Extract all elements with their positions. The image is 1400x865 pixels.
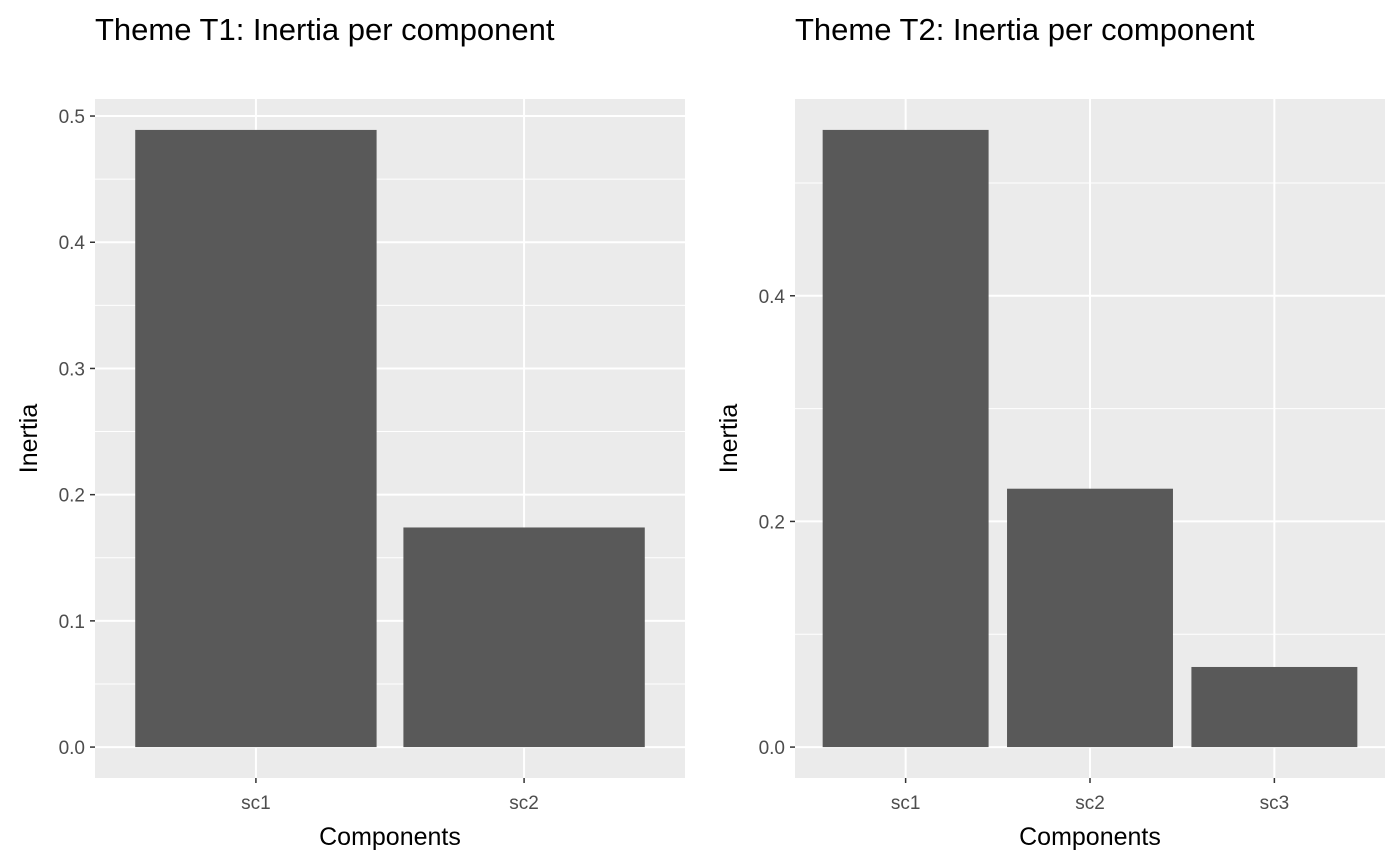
chart-title: Theme T2: Inertia per component bbox=[795, 12, 1255, 47]
x-tick-label: sc3 bbox=[1260, 793, 1290, 814]
x-tick-label: sc2 bbox=[509, 793, 539, 814]
chart-panel-t2: Theme T2: Inertia per component 0.00.20.… bbox=[715, 12, 1385, 851]
x-axis-title: Components bbox=[1019, 823, 1161, 851]
bar-sc1 bbox=[135, 129, 377, 748]
bar-sc2 bbox=[403, 527, 645, 748]
y-axis-title: Inertia bbox=[15, 404, 43, 474]
y-axis-title: Inertia bbox=[715, 404, 743, 474]
bar-sc1 bbox=[822, 129, 989, 748]
x-axis-title: Components bbox=[319, 823, 461, 851]
chart-panel-t1: Theme T1: Inertia per component 0.00.10.… bbox=[15, 12, 685, 851]
bar-sc3 bbox=[1191, 666, 1358, 748]
y-tick-label: 0.4 bbox=[59, 233, 86, 254]
y-tick-label: 0.2 bbox=[59, 486, 85, 507]
y-tick-label: 0.2 bbox=[759, 512, 785, 533]
bars bbox=[822, 129, 1358, 748]
x-tick-label: sc2 bbox=[1075, 793, 1105, 814]
y-tick-label: 0.4 bbox=[759, 287, 786, 308]
axis-ticks: 0.0 0.2 0.4 sc1 sc2 sc3 bbox=[759, 287, 1290, 814]
bar-sc2 bbox=[1007, 488, 1173, 748]
y-tick-label: 0.0 bbox=[59, 738, 85, 759]
y-tick-label: 0.1 bbox=[59, 612, 85, 633]
y-tick-label: 0.3 bbox=[59, 359, 85, 380]
x-tick-label: sc1 bbox=[241, 793, 271, 814]
bars bbox=[135, 129, 645, 748]
chart-title: Theme T1: Inertia per component bbox=[95, 12, 555, 47]
y-tick-label: 0.0 bbox=[759, 738, 785, 759]
x-tick-label: sc1 bbox=[891, 793, 921, 814]
axis-ticks: 0.0 0.1 0.2 0.3 0.4 0.5 sc1 sc2 bbox=[59, 107, 539, 814]
y-tick-label: 0.5 bbox=[59, 107, 85, 128]
